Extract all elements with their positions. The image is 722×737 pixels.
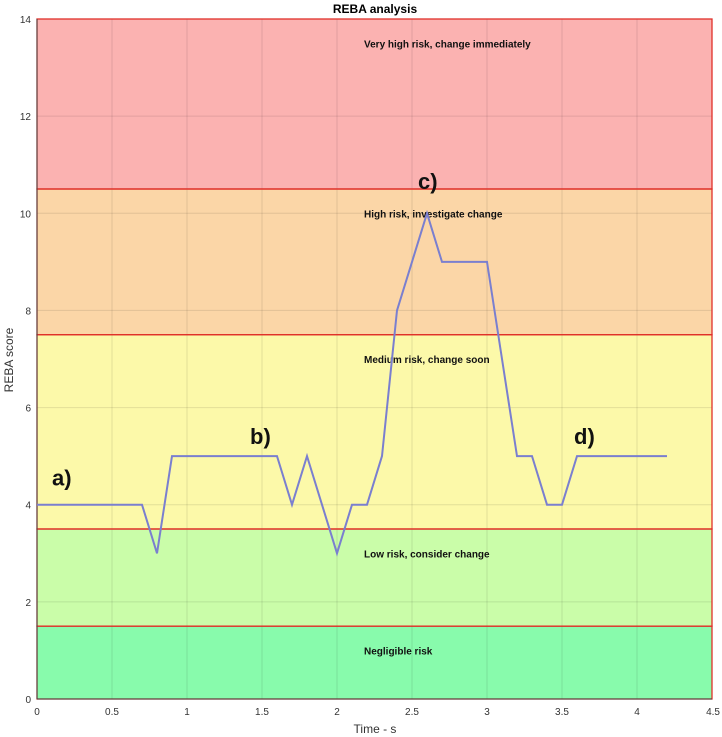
- x-tick-label: 2.5: [405, 707, 419, 718]
- y-tick-label: 0: [25, 695, 31, 706]
- y-tick-label: 4: [25, 501, 31, 512]
- x-tick-label: 1: [184, 707, 190, 718]
- y-tick-label: 2: [25, 598, 31, 609]
- band-label: Negligible risk: [364, 646, 433, 657]
- x-tick-label: 2: [334, 707, 340, 718]
- y-tick-label: 8: [25, 306, 31, 317]
- annotation-label: c): [418, 169, 438, 194]
- annotation-label: a): [52, 465, 72, 490]
- x-tick-labels: 0 0.5 1 1.5 2 2.5 3 3.5 4 4.5: [34, 707, 720, 718]
- series-line-group: [37, 209, 667, 557]
- x-tick-label: 0.5: [105, 707, 119, 718]
- risk-band: [37, 334, 712, 529]
- x-tick-label: 3.5: [555, 707, 569, 718]
- annotation-label: d): [574, 424, 595, 449]
- y-tick-label: 10: [20, 209, 32, 220]
- band-label: Very high risk, change immediately: [364, 39, 531, 50]
- annotations: a) b) c) d): [52, 169, 595, 490]
- y-tick-label: 12: [20, 112, 32, 123]
- band-label: Medium risk, change soon: [364, 355, 490, 366]
- x-tick-label: 4.5: [706, 707, 720, 718]
- x-tick-label: 0: [34, 707, 40, 718]
- risk-band: [37, 19, 712, 189]
- x-tick-label: 1.5: [255, 707, 269, 718]
- x-tick-label: 3: [484, 707, 490, 718]
- chart-title: REBA analysis: [333, 2, 418, 16]
- risk-bands: [37, 19, 712, 699]
- y-tick-labels: 0 2 4 6 8 10 12 14: [20, 15, 32, 706]
- band-label: High risk, investigate change: [364, 209, 503, 220]
- y-tick-label: 14: [20, 15, 32, 26]
- risk-band: [37, 626, 712, 699]
- risk-band: [37, 189, 712, 335]
- annotation-label: b): [250, 424, 271, 449]
- risk-band: [37, 529, 712, 627]
- x-axis-title: Time - s: [354, 722, 397, 736]
- band-label: Low risk, consider change: [364, 549, 490, 560]
- band-labels: Negligible risk Low risk, consider change…: [364, 39, 531, 657]
- y-axis-title: REBA score: [2, 327, 16, 392]
- y-tick-label: 6: [25, 404, 31, 415]
- x-tick-label: 4: [634, 707, 640, 718]
- band-borders: [36, 18, 713, 700]
- series-line: [37, 209, 667, 557]
